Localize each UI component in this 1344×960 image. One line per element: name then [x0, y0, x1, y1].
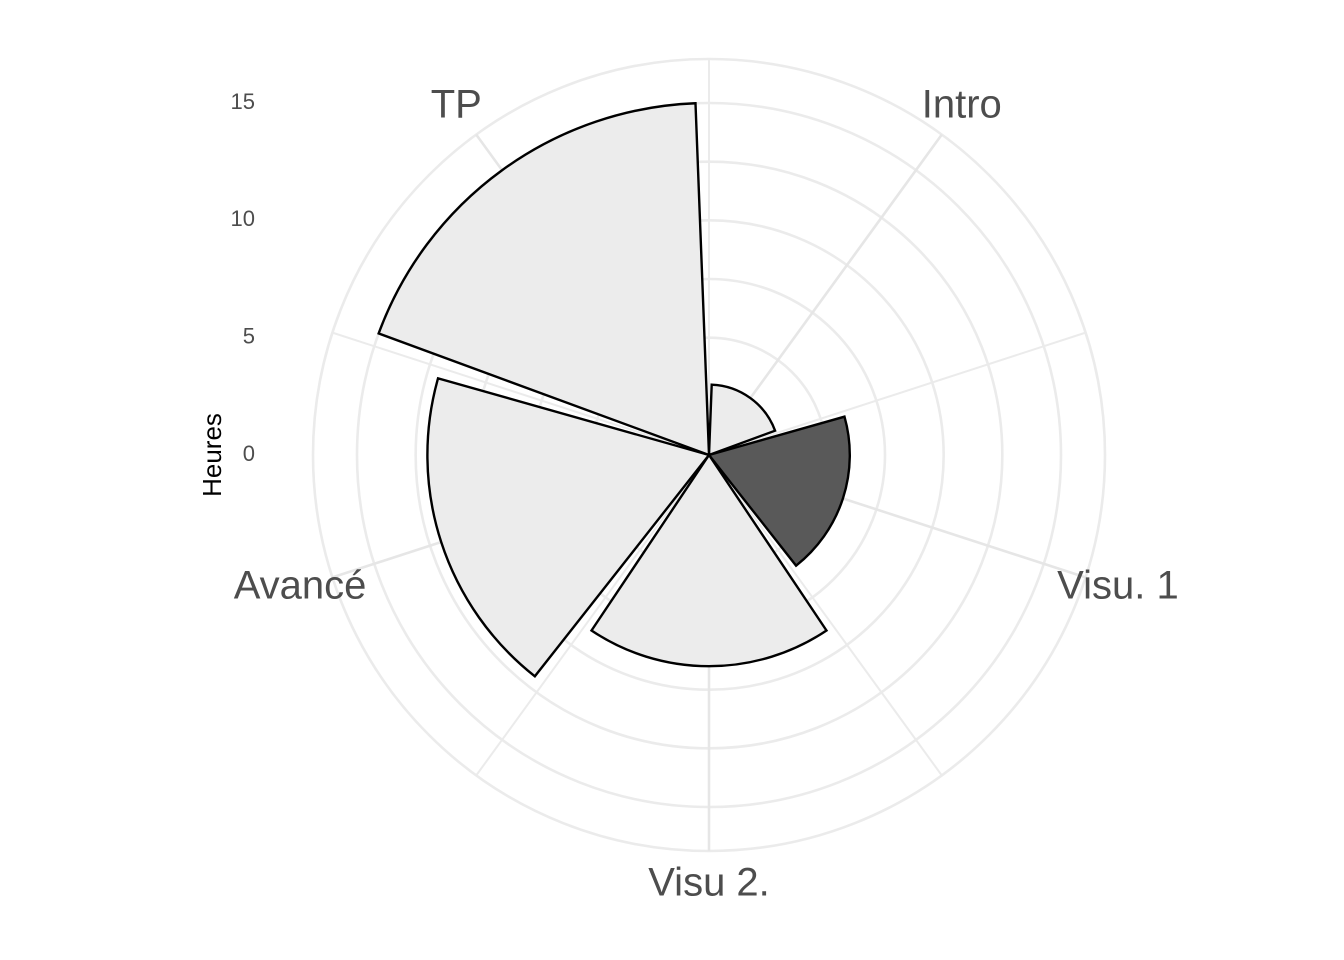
bar-visu-1 — [706, 415, 851, 568]
bars — [377, 102, 851, 678]
y-tick-label: 0 — [243, 441, 255, 466]
radial-axis-ticks: 0 5 10 15 — [231, 89, 255, 466]
bar-visu-2 — [589, 452, 829, 668]
y-tick-label: 15 — [231, 89, 255, 114]
grid-spoke-minor — [475, 454, 710, 776]
category-label: Avancé — [234, 563, 367, 607]
category-labels: Intro Visu. 1 Visu 2. Avancé TP — [234, 83, 1179, 905]
y-tick-label: 5 — [243, 323, 255, 348]
grid-spoke-minor — [332, 331, 710, 456]
grid-spoke-minor — [708, 454, 943, 776]
bar-intro — [707, 383, 777, 457]
bar-tp — [377, 102, 711, 457]
bar-avanc — [426, 376, 712, 678]
category-label: Visu 2. — [648, 861, 770, 905]
y-tick-label: 10 — [231, 206, 255, 231]
grid-spoke-minor — [708, 331, 1086, 456]
category-label: TP — [431, 83, 482, 127]
category-label: Intro — [922, 83, 1002, 127]
category-label: Visu. 1 — [1057, 563, 1179, 607]
y-axis-title: Heures — [197, 413, 227, 497]
